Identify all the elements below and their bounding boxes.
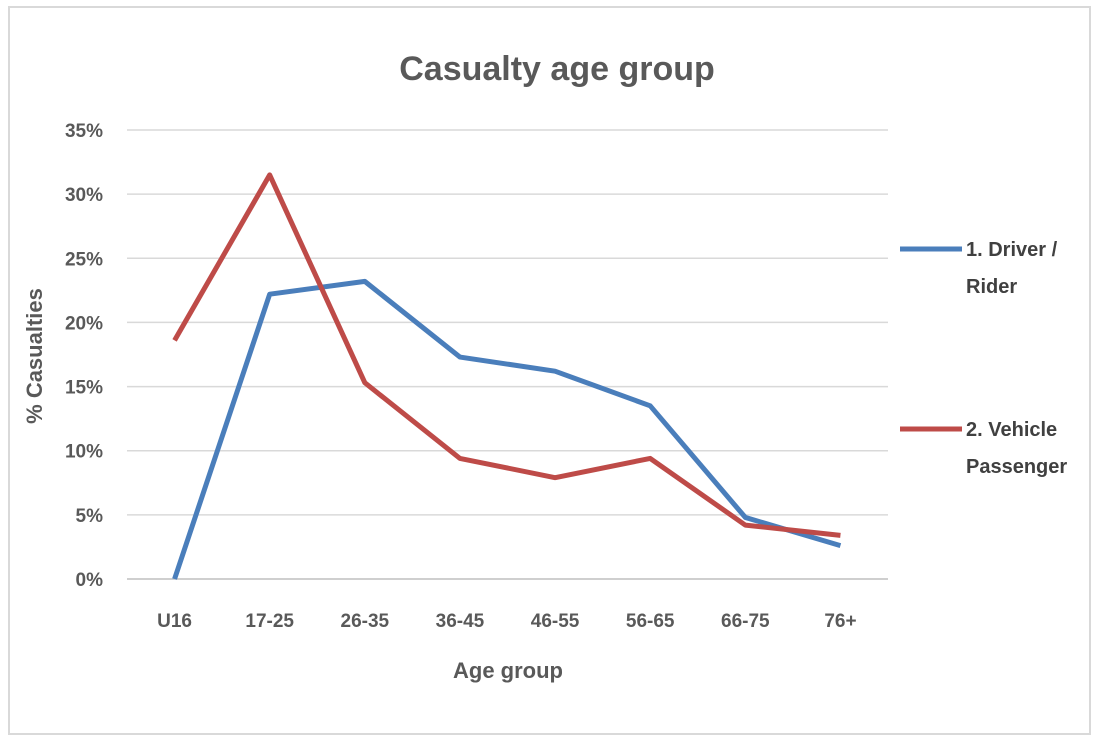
y-tick-label: 10%	[65, 442, 103, 463]
gridlines	[127, 129, 888, 580]
legend-label-2: Passenger	[966, 456, 1067, 478]
series-lines	[172, 172, 842, 580]
x-axis-label: Age group	[453, 658, 563, 683]
x-tick-label: U16	[157, 611, 192, 632]
y-tick-label: 20%	[65, 313, 103, 334]
x-tick-label: 17-25	[245, 611, 294, 632]
x-tick-label: 26-35	[341, 611, 390, 632]
y-tick-label: 25%	[65, 249, 103, 270]
legend: 1. Driver / Rider 2. Vehicle Passenger	[900, 239, 1067, 478]
x-tick-label: 46-55	[531, 611, 580, 632]
chart-title: Casualty age group	[399, 50, 715, 88]
y-axis-ticks: 0% 5% 10% 15% 20% 25% 30% 35%	[65, 121, 103, 591]
x-tick-label: 36-45	[436, 611, 485, 632]
legend-label-1: 1. Driver /	[966, 239, 1058, 261]
x-tick-label: 66-75	[721, 611, 770, 632]
x-tick-label: 56-65	[626, 611, 675, 632]
x-axis-ticks: U16 17-25 26-35 36-45 46-55 56-65 66-75 76+	[157, 611, 856, 632]
series-line-1	[172, 278, 842, 580]
y-tick-label: 35%	[65, 121, 103, 142]
y-tick-label: 15%	[65, 378, 103, 399]
y-tick-label: 30%	[65, 185, 103, 206]
legend-label-1: Rider	[966, 276, 1017, 298]
y-axis-label: % Casualties	[22, 288, 47, 424]
y-tick-label: 5%	[76, 506, 104, 527]
y-tick-label: 0%	[76, 570, 104, 591]
legend-label-2: 2. Vehicle	[966, 419, 1057, 441]
series-line-2	[172, 172, 841, 538]
x-tick-label: 76+	[824, 611, 856, 632]
